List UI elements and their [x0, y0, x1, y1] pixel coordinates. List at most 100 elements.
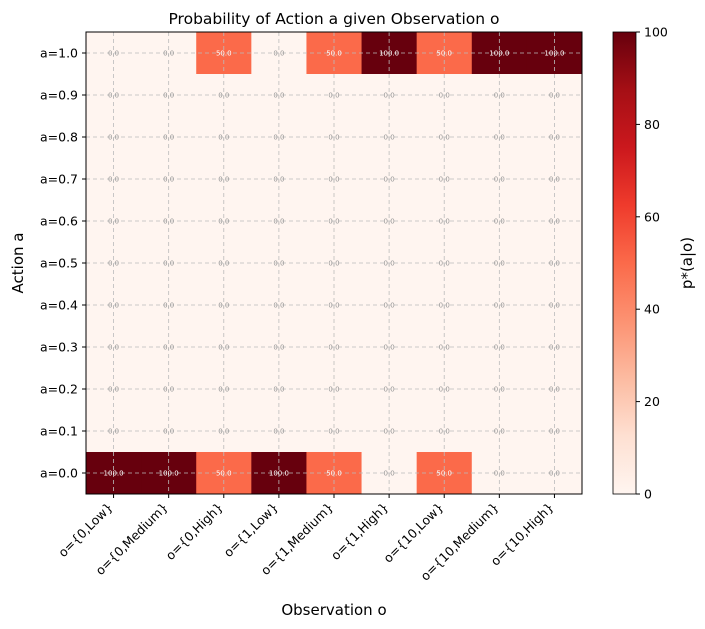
cell-value-label: 0.0 — [384, 386, 395, 394]
y-tick-label: a=0.4 — [40, 298, 78, 313]
cell-value-label: 0.0 — [328, 428, 339, 436]
cell-value-label: 0.0 — [384, 176, 395, 184]
cell-value-label: 0.0 — [549, 260, 560, 268]
cell-value-label: 0.0 — [218, 176, 229, 184]
cell-value-label: 0.0 — [549, 344, 560, 352]
cell-value-label: 0.0 — [439, 176, 450, 184]
cell-value-label: 0.0 — [549, 92, 560, 100]
cell-value-label: 0.0 — [549, 134, 560, 142]
cell-value-label: 0.0 — [273, 218, 284, 226]
cell-value-label: 100.0 — [544, 50, 564, 58]
cell-value-label: 0.0 — [494, 218, 505, 226]
cell-value-label: 50.0 — [436, 470, 452, 478]
cell-value-label: 0.0 — [328, 134, 339, 142]
colorbar-tick-label: 40 — [644, 302, 660, 317]
cell-value-label: 0.0 — [108, 176, 119, 184]
cell-value-label: 0.0 — [108, 344, 119, 352]
cell-value-label: 0.0 — [108, 428, 119, 436]
cell-value-label: 0.0 — [384, 134, 395, 142]
y-tick-label: a=0.2 — [40, 382, 78, 397]
cell-value-label: 0.0 — [328, 344, 339, 352]
cell-value-label: 0.0 — [273, 260, 284, 268]
cell-value-label: 0.0 — [384, 428, 395, 436]
cell-value-label: 0.0 — [384, 344, 395, 352]
cell-value-label: 0.0 — [163, 134, 174, 142]
cell-value-label: 0.0 — [384, 92, 395, 100]
cell-value-label: 0.0 — [328, 92, 339, 100]
cell-value-label: 0.0 — [218, 428, 229, 436]
cell-value-label: 0.0 — [273, 386, 284, 394]
y-axis-label: Action a — [9, 233, 27, 294]
cell-value-label: 0.0 — [163, 386, 174, 394]
y-tick-label: a=1.0 — [40, 46, 78, 61]
cell-value-label: 0.0 — [439, 92, 450, 100]
cell-value-label: 0.0 — [384, 260, 395, 268]
cell-value-label: 0.0 — [328, 218, 339, 226]
y-tick-label: a=0.3 — [40, 340, 78, 355]
cell-value-label: 0.0 — [549, 218, 560, 226]
cell-value-label: 0.0 — [108, 302, 119, 310]
cell-value-label: 0.0 — [494, 302, 505, 310]
colorbar-tick-label: 0 — [644, 487, 652, 502]
cell-value-label: 0.0 — [328, 176, 339, 184]
cell-value-label: 0.0 — [439, 344, 450, 352]
grid-lines — [86, 32, 582, 494]
cell-value-label: 50.0 — [216, 470, 232, 478]
chart-title: Probability of Action a given Observatio… — [168, 10, 499, 28]
colorbar-tick-label: 60 — [644, 209, 660, 224]
cell-value-label: 0.0 — [494, 344, 505, 352]
cell-value-label: 0.0 — [494, 470, 505, 478]
cell-value-label: 0.0 — [384, 218, 395, 226]
colorbar — [612, 31, 637, 495]
cell-value-label: 0.0 — [273, 176, 284, 184]
x-tick-label: o={1,Low} — [220, 500, 281, 561]
cell-value-label: 0.0 — [218, 218, 229, 226]
cell-value-label: 0.0 — [273, 344, 284, 352]
cell-value-label: 0.0 — [108, 260, 119, 268]
y-tick-label: a=0.7 — [40, 172, 78, 187]
cell-value-label: 0.0 — [108, 386, 119, 394]
cell-value-label: 0.0 — [218, 344, 229, 352]
cell-value-label: 0.0 — [549, 428, 560, 436]
x-axis-ticks: o={0,Low}o={0,Medium}o={0,High}o={1,Low}… — [55, 494, 557, 584]
cell-value-label: 0.0 — [494, 386, 505, 394]
cell-value-label: 0.0 — [163, 50, 174, 58]
colorbar-ticks: 0 20 40 60 80 100 — [636, 25, 668, 502]
cell-value-label: 0.0 — [108, 92, 119, 100]
cell-value-label: 0.0 — [163, 218, 174, 226]
cell-value-label: 0.0 — [163, 176, 174, 184]
colorbar-tick-label: 80 — [644, 117, 660, 132]
cell-value-label: 0.0 — [494, 134, 505, 142]
cell-value-label: 0.0 — [328, 260, 339, 268]
cell-value-label: 0.0 — [384, 470, 395, 478]
cell-value-label: 0.0 — [494, 92, 505, 100]
cell-value-label: 0.0 — [328, 302, 339, 310]
cell-value-label: 0.0 — [439, 386, 450, 394]
x-tick-label: o={0,Low} — [55, 500, 116, 561]
cell-value-label: 0.0 — [108, 218, 119, 226]
cell-value-label: 0.0 — [439, 260, 450, 268]
cell-value-label: 0.0 — [218, 260, 229, 268]
cell-value-label: 0.0 — [163, 92, 174, 100]
colorbar-tick-label: 20 — [644, 394, 660, 409]
y-tick-label: a=0.8 — [40, 130, 78, 145]
cell-value-label: 0.0 — [494, 260, 505, 268]
cell-value-label: 0.0 — [218, 134, 229, 142]
cell-value-label: 0.0 — [439, 134, 450, 142]
cell-value-label: 0.0 — [494, 176, 505, 184]
cell-value-label: 0.0 — [439, 302, 450, 310]
cell-value-label: 0.0 — [218, 386, 229, 394]
cell-value-label: 0.0 — [439, 218, 450, 226]
cell-value-label: 50.0 — [326, 50, 342, 58]
y-tick-label: a=0.6 — [40, 214, 78, 229]
cell-value-label: 0.0 — [273, 428, 284, 436]
y-tick-label: a=0.0 — [40, 466, 78, 481]
colorbar-label: p*(a|o) — [678, 237, 696, 289]
y-tick-label: a=0.5 — [40, 256, 78, 271]
cell-value-label: 0.0 — [108, 50, 119, 58]
cell-value-label: 50.0 — [436, 50, 452, 58]
cell-value-label: 0.0 — [328, 386, 339, 394]
cell-value-label: 100.0 — [269, 470, 289, 478]
cell-value-labels: 0.0 0.0 50.0 0.0 50.0 100.0 50.0 100.0 100.0 0.0 0… — [104, 50, 565, 478]
cell-value-label: 0.0 — [439, 428, 450, 436]
